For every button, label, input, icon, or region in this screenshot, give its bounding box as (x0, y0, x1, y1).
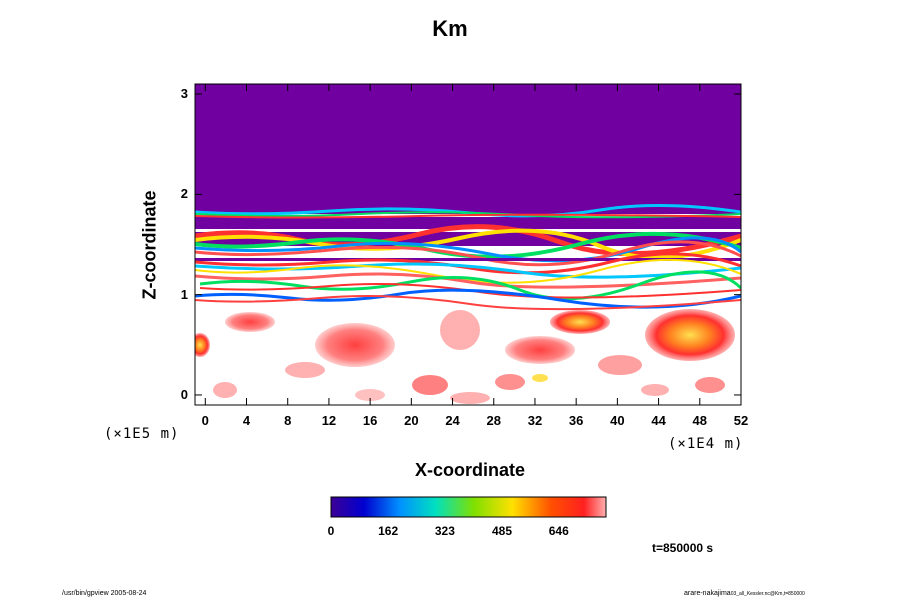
x-tick-label: 8 (284, 413, 292, 428)
footer-left: /usr/bin/gpview 2005-08-24 (62, 590, 147, 597)
x-tick-label: 48 (692, 413, 708, 428)
x-tick-label: 20 (404, 413, 419, 428)
colorbar-tick-label: 323 (434, 524, 455, 538)
y-tick-label: 3 (180, 86, 188, 102)
time-label: t=850000 s (652, 541, 714, 555)
x-tick-label: 4 (242, 413, 251, 428)
upper-layer (195, 84, 741, 214)
x-tick-label: 24 (445, 413, 460, 428)
x-tick-label: 12 (321, 413, 337, 428)
colorbar-tick-label: 646 (548, 524, 569, 538)
y-axis-unit: (×1E5 m) (104, 426, 180, 442)
y-tick-label: 0 (180, 386, 188, 402)
colorbar-tick-label: 162 (378, 524, 399, 538)
footer-right-main: arare-nakajima (684, 590, 731, 597)
colorbar-tick-label: 485 (491, 524, 512, 538)
x-tick-label: 40 (610, 413, 625, 428)
x-tick-label: 36 (568, 413, 584, 428)
x-tick-label: 52 (733, 413, 749, 428)
x-tick-label: 16 (362, 413, 378, 428)
y-tick-label: 2 (180, 186, 188, 202)
x-tick-label: 32 (527, 413, 543, 428)
x-axis-label: X-coordinate (414, 460, 525, 480)
colorbar (330, 496, 607, 518)
x-tick-label: 28 (486, 413, 501, 428)
chart-title: Km (432, 16, 468, 41)
y-tick-label: 1 (180, 286, 188, 302)
y-axis-label: Z-coordinate (139, 190, 160, 300)
footer-right: arare-nakajima03_all_Kessler.nc@Km,t=850… (684, 590, 805, 597)
footer-right-sub: 03_all_Kessler.nc@Km,t=850000 (730, 591, 805, 597)
colorbar-tick-label: 0 (327, 524, 335, 538)
x-axis-unit: (×1E4 m) (668, 436, 744, 452)
x-tick-label: 0 (201, 413, 209, 428)
x-tick-label: 44 (651, 413, 666, 428)
